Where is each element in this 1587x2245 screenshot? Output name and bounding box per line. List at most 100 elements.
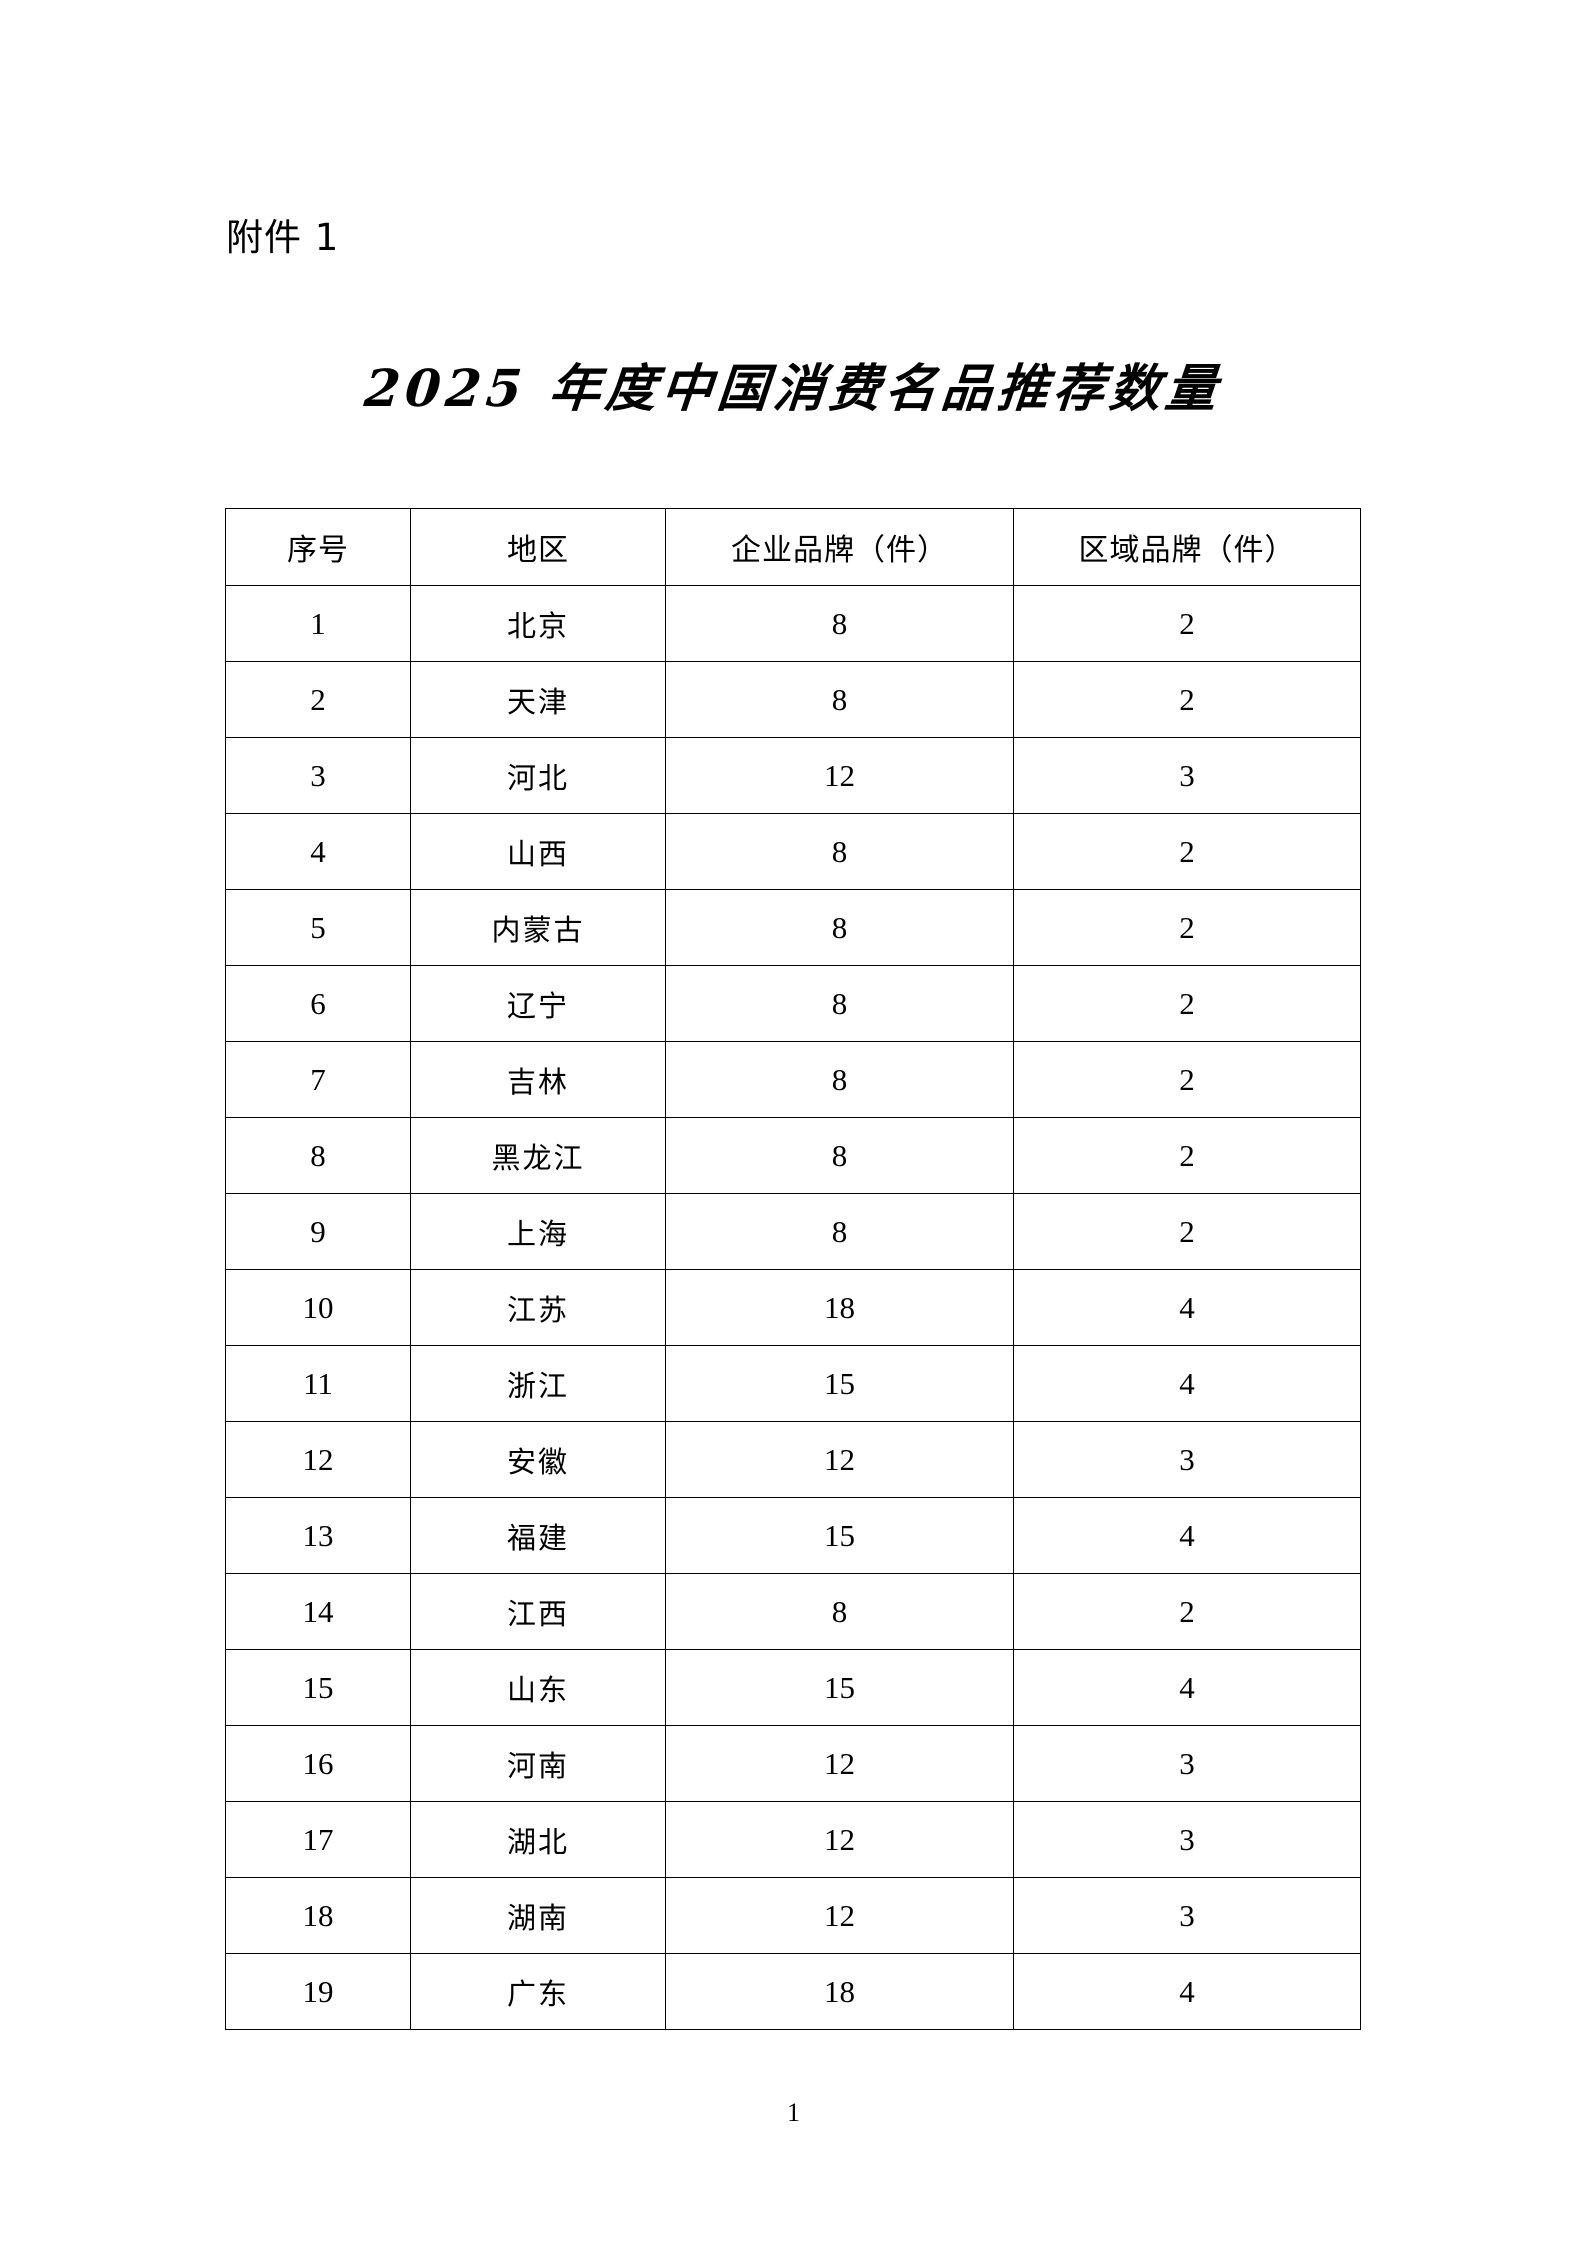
cell-enterprise-brand: 8: [665, 889, 1014, 966]
cell-enterprise-brand: 15: [665, 1649, 1014, 1726]
cell-regional-brand: 2: [1013, 1117, 1361, 1194]
cell-enterprise-brand: 8: [665, 661, 1014, 738]
cell-index: 4: [225, 813, 411, 890]
cell-enterprise-brand: 8: [665, 585, 1014, 662]
recommendation-quantity-table: 序号 地区 企业品牌（件） 区域品牌（件） 1 北京 8 2 2 天津 8 2 3 河北 12 3…: [225, 508, 1361, 2030]
cell-index: 8: [225, 1117, 411, 1194]
column-header-region: 地区: [410, 508, 666, 586]
cell-region: 安徽: [410, 1421, 666, 1498]
cell-index: 6: [225, 965, 411, 1042]
cell-enterprise-brand: 12: [665, 1801, 1014, 1878]
table-row: 1 北京 8 2: [225, 585, 1361, 662]
cell-regional-brand: 4: [1013, 1345, 1361, 1422]
cell-regional-brand: 2: [1013, 585, 1361, 662]
cell-regional-brand: 2: [1013, 1573, 1361, 1650]
column-header-index: 序号: [225, 508, 411, 586]
cell-regional-brand: 3: [1013, 737, 1361, 814]
cell-region: 天津: [410, 661, 666, 738]
table-row: 7 吉林 8 2: [225, 1041, 1361, 1118]
cell-region: 河北: [410, 737, 666, 814]
cell-region: 浙江: [410, 1345, 666, 1422]
cell-index: 11: [225, 1345, 411, 1422]
cell-regional-brand: 3: [1013, 1421, 1361, 1498]
cell-regional-brand: 2: [1013, 889, 1361, 966]
cell-index: 14: [225, 1573, 411, 1650]
table-row: 5 内蒙古 8 2: [225, 889, 1361, 966]
cell-index: 15: [225, 1649, 411, 1726]
cell-regional-brand: 3: [1013, 1801, 1361, 1878]
cell-region: 湖南: [410, 1877, 666, 1954]
cell-index: 10: [225, 1269, 411, 1346]
table-row: 14 江西 8 2: [225, 1573, 1361, 1650]
cell-region: 辽宁: [410, 965, 666, 1042]
cell-index: 5: [225, 889, 411, 966]
table-row: 13 福建 15 4: [225, 1497, 1361, 1574]
cell-enterprise-brand: 18: [665, 1269, 1014, 1346]
table-row: 6 辽宁 8 2: [225, 965, 1361, 1042]
cell-enterprise-brand: 8: [665, 965, 1014, 1042]
table-row: 17 湖北 12 3: [225, 1801, 1361, 1878]
table-row: 15 山东 15 4: [225, 1649, 1361, 1726]
table-row: 11 浙江 15 4: [225, 1345, 1361, 1422]
column-header-enterprise-brand: 企业品牌（件）: [665, 508, 1014, 586]
cell-index: 7: [225, 1041, 411, 1118]
table-row: 10 江苏 18 4: [225, 1269, 1361, 1346]
table-row: 2 天津 8 2: [225, 661, 1361, 738]
table-row: 19 广东 18 4: [225, 1953, 1361, 2030]
cell-index: 16: [225, 1725, 411, 1802]
cell-region: 内蒙古: [410, 889, 666, 966]
table-container: 序号 地区 企业品牌（件） 区域品牌（件） 1 北京 8 2 2 天津 8 2 3 河北 12 3…: [225, 508, 1361, 2030]
cell-enterprise-brand: 12: [665, 737, 1014, 814]
table-row: 9 上海 8 2: [225, 1193, 1361, 1270]
cell-enterprise-brand: 8: [665, 1193, 1014, 1270]
cell-index: 2: [225, 661, 411, 738]
cell-index: 1: [225, 585, 411, 662]
table-row: 16 河南 12 3: [225, 1725, 1361, 1802]
cell-region: 河南: [410, 1725, 666, 1802]
table-header: 序号 地区 企业品牌（件） 区域品牌（件）: [225, 508, 1361, 586]
cell-index: 12: [225, 1421, 411, 1498]
cell-regional-brand: 2: [1013, 813, 1361, 890]
cell-region: 山东: [410, 1649, 666, 1726]
cell-regional-brand: 2: [1013, 1193, 1361, 1270]
cell-region: 吉林: [410, 1041, 666, 1118]
cell-enterprise-brand: 12: [665, 1877, 1014, 1954]
table-row: 3 河北 12 3: [225, 737, 1361, 814]
cell-region: 北京: [410, 585, 666, 662]
cell-region: 江苏: [410, 1269, 666, 1346]
cell-regional-brand: 3: [1013, 1877, 1361, 1954]
cell-index: 9: [225, 1193, 411, 1270]
cell-enterprise-brand: 15: [665, 1345, 1014, 1422]
column-header-regional-brand: 区域品牌（件）: [1013, 508, 1361, 586]
table-row: 4 山西 8 2: [225, 813, 1361, 890]
cell-enterprise-brand: 8: [665, 813, 1014, 890]
cell-enterprise-brand: 18: [665, 1953, 1014, 2030]
cell-index: 18: [225, 1877, 411, 1954]
cell-regional-brand: 4: [1013, 1269, 1361, 1346]
cell-index: 3: [225, 737, 411, 814]
cell-index: 17: [225, 1801, 411, 1878]
cell-region: 广东: [410, 1953, 666, 2030]
attachment-label: 附件 1: [226, 216, 340, 259]
cell-region: 黑龙江: [410, 1117, 666, 1194]
cell-region: 江西: [410, 1573, 666, 1650]
cell-enterprise-brand: 12: [665, 1421, 1014, 1498]
cell-enterprise-brand: 8: [665, 1117, 1014, 1194]
cell-regional-brand: 3: [1013, 1725, 1361, 1802]
cell-enterprise-brand: 12: [665, 1725, 1014, 1802]
table-row: 12 安徽 12 3: [225, 1421, 1361, 1498]
cell-region: 上海: [410, 1193, 666, 1270]
table-header-row: 序号 地区 企业品牌（件） 区域品牌（件）: [225, 508, 1361, 586]
table-row: 18 湖南 12 3: [225, 1877, 1361, 1954]
cell-enterprise-brand: 8: [665, 1573, 1014, 1650]
cell-enterprise-brand: 8: [665, 1041, 1014, 1118]
cell-regional-brand: 2: [1013, 965, 1361, 1042]
cell-index: 13: [225, 1497, 411, 1574]
cell-region: 湖北: [410, 1801, 666, 1878]
cell-regional-brand: 2: [1013, 661, 1361, 738]
cell-index: 19: [225, 1953, 411, 2030]
cell-regional-brand: 4: [1013, 1649, 1361, 1726]
cell-regional-brand: 2: [1013, 1041, 1361, 1118]
